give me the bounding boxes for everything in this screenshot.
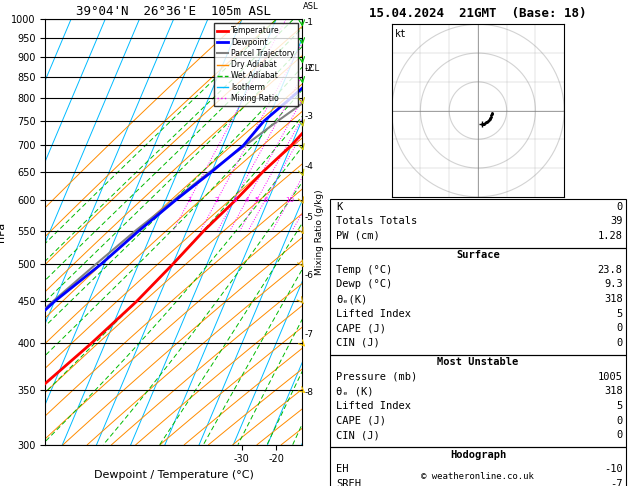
- Text: -6: -6: [304, 271, 313, 279]
- Text: SREH: SREH: [337, 479, 361, 486]
- Text: -7: -7: [304, 330, 313, 339]
- Text: 4: 4: [245, 197, 249, 203]
- Text: 6: 6: [263, 197, 267, 203]
- Text: Surface: Surface: [456, 250, 500, 260]
- Text: 318: 318: [604, 386, 623, 397]
- Text: Mixing Ratio (g/kg): Mixing Ratio (g/kg): [314, 189, 323, 275]
- Text: CIN (J): CIN (J): [337, 430, 380, 440]
- Text: 1005: 1005: [598, 372, 623, 382]
- Text: 15.04.2024  21GMT  (Base: 18): 15.04.2024 21GMT (Base: 18): [369, 7, 587, 20]
- Text: km
ASL: km ASL: [303, 0, 318, 11]
- Text: 2: 2: [215, 197, 220, 203]
- Text: 318: 318: [604, 294, 623, 304]
- Text: 5: 5: [255, 197, 259, 203]
- Text: Pressure (mb): Pressure (mb): [337, 372, 418, 382]
- Text: 1.28: 1.28: [598, 231, 623, 241]
- Text: -3: -3: [304, 112, 313, 121]
- Text: -5: -5: [304, 213, 313, 223]
- Y-axis label: hPa: hPa: [0, 222, 6, 242]
- Text: -10: -10: [604, 464, 623, 474]
- Text: Dewp (°C): Dewp (°C): [337, 279, 392, 290]
- Text: CAPE (J): CAPE (J): [337, 416, 386, 426]
- Text: Lifted Index: Lifted Index: [337, 309, 411, 319]
- Title: 39°04'N  26°36'E  105m ASL: 39°04'N 26°36'E 105m ASL: [76, 5, 271, 18]
- Text: 0: 0: [616, 430, 623, 440]
- Text: 9.3: 9.3: [604, 279, 623, 290]
- Text: θₑ(K): θₑ(K): [337, 294, 367, 304]
- Text: 0: 0: [616, 338, 623, 348]
- X-axis label: Dewpoint / Temperature (°C): Dewpoint / Temperature (°C): [94, 470, 253, 480]
- Text: -4: -4: [304, 162, 313, 171]
- Text: 5: 5: [616, 309, 623, 319]
- Text: LCL: LCL: [304, 64, 320, 73]
- Legend: Temperature, Dewpoint, Parcel Trajectory, Dry Adiabat, Wet Adiabat, Isotherm, Mi: Temperature, Dewpoint, Parcel Trajectory…: [214, 23, 298, 106]
- Text: -1: -1: [304, 18, 313, 28]
- Text: 0: 0: [616, 416, 623, 426]
- Text: 1: 1: [187, 197, 192, 203]
- Text: 23.8: 23.8: [598, 265, 623, 275]
- Text: Hodograph: Hodograph: [450, 450, 506, 460]
- Text: -2: -2: [304, 64, 313, 73]
- Text: 39: 39: [610, 216, 623, 226]
- Text: Totals Totals: Totals Totals: [337, 216, 418, 226]
- Text: 5: 5: [616, 401, 623, 411]
- Text: -8: -8: [304, 388, 313, 397]
- Text: Lifted Index: Lifted Index: [337, 401, 411, 411]
- Text: PW (cm): PW (cm): [337, 231, 380, 241]
- Text: CIN (J): CIN (J): [337, 338, 380, 348]
- Text: Temp (°C): Temp (°C): [337, 265, 392, 275]
- Text: Most Unstable: Most Unstable: [437, 357, 518, 367]
- Text: © weatheronline.co.uk: © weatheronline.co.uk: [421, 472, 535, 481]
- Text: -7: -7: [610, 479, 623, 486]
- Text: K: K: [337, 202, 343, 212]
- Text: 0: 0: [616, 202, 623, 212]
- Text: EH: EH: [337, 464, 349, 474]
- Text: 0: 0: [616, 323, 623, 333]
- Text: kt: kt: [395, 30, 407, 39]
- Text: 10: 10: [285, 197, 294, 203]
- Text: 3: 3: [232, 197, 237, 203]
- Text: θₑ (K): θₑ (K): [337, 386, 374, 397]
- Text: CAPE (J): CAPE (J): [337, 323, 386, 333]
